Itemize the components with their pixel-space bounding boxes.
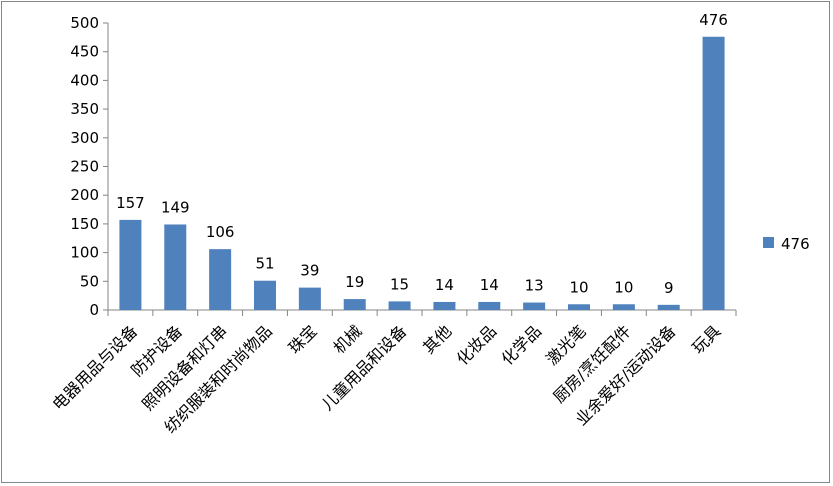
data-label: 13 xyxy=(525,277,544,295)
category-label: 其他 xyxy=(419,321,455,357)
bar xyxy=(388,301,411,310)
category-label: 化妆品 xyxy=(453,321,500,368)
data-labels: 157 149 106 51 39 19 15 14 14 13 10 10 9 476 xyxy=(116,11,728,297)
y-tick-label: 500 xyxy=(70,14,99,32)
data-label: 106 xyxy=(206,223,235,241)
y-tick-label: 400 xyxy=(70,71,99,89)
bar xyxy=(612,304,635,310)
category-label: 化学品 xyxy=(498,321,545,368)
y-tick-label: 0 xyxy=(89,301,99,319)
y-tick-label: 50 xyxy=(80,272,99,290)
category-label: 珠宝 xyxy=(285,321,321,357)
bar xyxy=(298,287,321,310)
legend-swatch xyxy=(763,237,774,248)
data-label: 10 xyxy=(569,278,588,296)
data-label: 149 xyxy=(161,198,190,216)
data-label: 39 xyxy=(300,262,319,280)
bar xyxy=(702,36,725,310)
data-label: 15 xyxy=(390,275,409,293)
y-tick-label: 100 xyxy=(70,244,99,262)
bar xyxy=(343,299,366,310)
bar xyxy=(119,219,142,310)
data-label: 10 xyxy=(614,278,633,296)
data-label: 476 xyxy=(699,11,728,29)
category-label: 玩具 xyxy=(688,321,724,357)
data-label: 14 xyxy=(435,276,454,294)
bar xyxy=(254,280,276,310)
chart-bars xyxy=(119,36,725,310)
y-tick-label: 300 xyxy=(70,129,99,147)
legend: 476 xyxy=(763,235,810,253)
y-tick-label: 250 xyxy=(70,158,99,176)
bar xyxy=(523,302,546,310)
y-tick-label: 150 xyxy=(70,215,99,233)
legend-label: 476 xyxy=(781,235,810,253)
data-label: 9 xyxy=(664,279,674,297)
data-label: 51 xyxy=(255,255,274,273)
bar xyxy=(209,249,232,310)
bar xyxy=(657,304,680,310)
data-label: 14 xyxy=(480,276,499,294)
bar xyxy=(164,224,187,310)
y-tick-label: 450 xyxy=(70,43,99,61)
y-tick-label: 350 xyxy=(70,100,99,118)
bar xyxy=(433,301,456,310)
bar xyxy=(478,301,501,310)
data-label: 19 xyxy=(345,273,364,291)
data-label: 157 xyxy=(116,194,145,212)
y-tick-label: 200 xyxy=(70,186,99,204)
category-label: 机械 xyxy=(329,321,365,357)
bar xyxy=(568,304,590,310)
